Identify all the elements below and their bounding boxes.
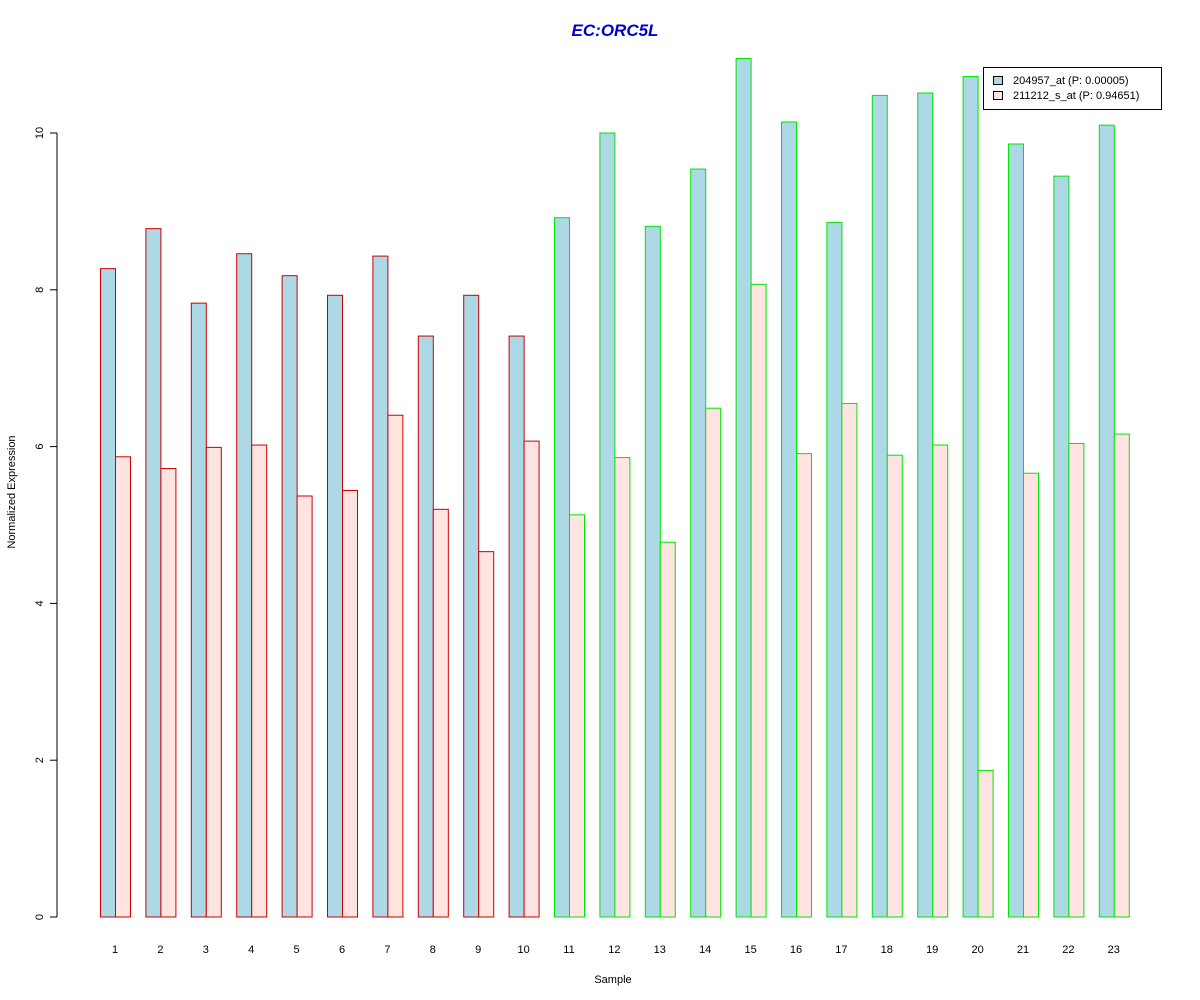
- bar-series1-sample-20: [962, 76, 979, 918]
- x-tick-label: 13: [654, 944, 666, 956]
- bar-series1-sample-23: [1098, 124, 1115, 918]
- bar-series1-sample-5: [281, 275, 298, 918]
- x-tick-label: 3: [203, 944, 209, 956]
- x-tick-labels: 1 2 3 4 5 6 7 8 9 10 11 12 13 14 15 16 17 18 19 20 21 22 23: [112, 944, 1120, 956]
- legend-swatch: [993, 76, 1003, 85]
- y-tick-label: 8: [34, 287, 46, 293]
- bar-series1-sample-16: [781, 121, 797, 918]
- x-tick-label: 14: [699, 944, 711, 956]
- x-tick-label: 16: [790, 944, 802, 956]
- bar-series2-sample-20: [977, 769, 994, 918]
- bar-series2-sample-10: [523, 440, 540, 918]
- bar-series2-sample-19: [932, 444, 949, 918]
- x-tick-label: 17: [835, 944, 847, 956]
- y-tick-label: 4: [34, 600, 46, 606]
- bar-series2-sample-11: [569, 514, 585, 918]
- x-tick-label: 8: [430, 944, 436, 956]
- y-axis: 0 2 4 6 8 10: [34, 127, 58, 920]
- y-tick-label: 0: [34, 914, 46, 920]
- bar-series1-sample-19: [917, 92, 934, 918]
- bar-series1-sample-8: [417, 335, 434, 918]
- x-axis-label: Sample: [594, 974, 631, 986]
- bar-series1-sample-7: [372, 255, 389, 918]
- bar-series2-sample-22: [1068, 442, 1085, 918]
- x-tick-label: 21: [1017, 944, 1029, 956]
- x-tick-label: 15: [744, 944, 756, 956]
- x-tick-label: 12: [608, 944, 620, 956]
- bar-series2-sample-4: [251, 444, 268, 918]
- bar-series2-sample-15: [750, 283, 767, 918]
- bar-series2-sample-2: [160, 468, 177, 918]
- bar-series1-sample-17: [826, 221, 843, 918]
- legend-label: 211212_s_at (P: 0.94651): [1013, 90, 1139, 102]
- bar-series2-sample-14: [705, 407, 722, 918]
- x-tick-label: 10: [517, 944, 529, 956]
- bar-series1-sample-18: [871, 94, 888, 918]
- bar-series2-sample-13: [659, 541, 676, 918]
- bar-series2-sample-7: [387, 414, 404, 918]
- bar-series2-sample-6: [342, 490, 358, 918]
- x-tick-label: 4: [248, 944, 254, 956]
- bar-series1-sample-4: [236, 253, 253, 918]
- x-tick-label: 19: [926, 944, 938, 956]
- bar-series2-sample-23: [1113, 433, 1130, 918]
- y-tick-label: 6: [34, 444, 46, 450]
- bars-group: [100, 58, 1130, 918]
- bar-series1-sample-22: [1053, 175, 1070, 918]
- bar-series1-sample-10: [508, 335, 525, 918]
- bar-series2-sample-9: [478, 551, 495, 918]
- bar-series1-sample-21: [1008, 143, 1024, 918]
- bar-series1-sample-15: [735, 58, 752, 918]
- bar-series1-sample-6: [327, 294, 343, 918]
- x-tick-label: 7: [384, 944, 390, 956]
- bar-series1-sample-2: [145, 228, 162, 918]
- x-tick-label: 9: [475, 944, 481, 956]
- bar-series1-sample-1: [100, 268, 116, 918]
- bar-series1-sample-12: [599, 132, 616, 918]
- bar-series2-sample-16: [796, 453, 812, 918]
- bar-series1-sample-14: [690, 168, 707, 918]
- x-tick-label: 2: [157, 944, 163, 956]
- x-tick-label: 20: [971, 944, 983, 956]
- chart-title: EC:ORC5L: [572, 21, 659, 40]
- bar-series2-sample-3: [205, 446, 222, 918]
- y-tick-label: 10: [34, 127, 46, 139]
- bar-series2-sample-8: [432, 508, 449, 918]
- bar-series2-sample-1: [115, 456, 131, 918]
- bar-series2-sample-17: [841, 402, 858, 918]
- bar-series1-sample-11: [554, 217, 570, 918]
- x-tick-label: 23: [1108, 944, 1120, 956]
- legend-swatch: [993, 91, 1003, 100]
- bar-series2-sample-12: [614, 457, 631, 918]
- y-axis-label: Normalized Expression: [6, 435, 18, 548]
- bar-series1-sample-13: [644, 225, 661, 918]
- bar-series2-sample-18: [886, 454, 903, 918]
- y-tick-label: 2: [34, 757, 46, 763]
- x-tick-label: 18: [881, 944, 893, 956]
- bar-series2-sample-5: [296, 495, 313, 918]
- bar-series2-sample-21: [1023, 472, 1039, 918]
- x-tick-label: 11: [563, 944, 574, 956]
- x-tick-label: 6: [339, 944, 345, 956]
- x-tick-label: 5: [294, 944, 300, 956]
- bar-series1-sample-9: [463, 294, 480, 918]
- legend-label: 204957_at (P: 0.00005): [1013, 75, 1129, 87]
- x-tick-label: 1: [112, 944, 118, 956]
- bar-series1-sample-3: [190, 302, 207, 918]
- legend-box: [983, 67, 1162, 110]
- legend: 204957_at (P: 0.00005) 211212_s_at (P: 0.…: [983, 67, 1162, 110]
- x-tick-label: 22: [1062, 944, 1074, 956]
